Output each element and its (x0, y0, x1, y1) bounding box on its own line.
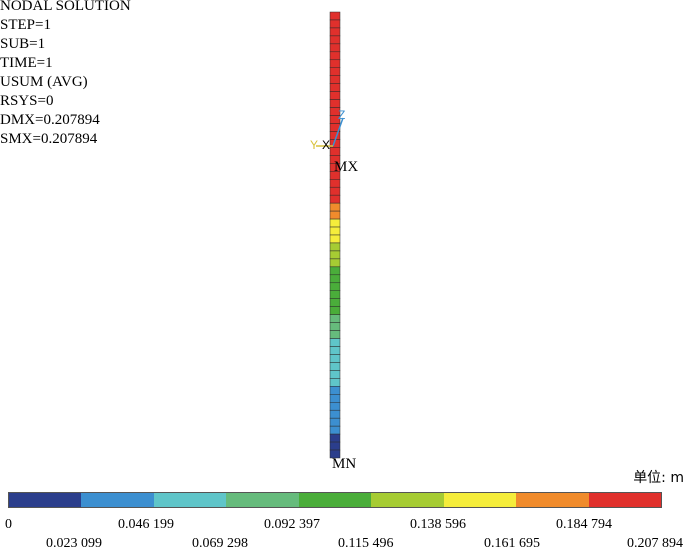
beam-element (329, 314, 341, 323)
legend-swatch-6 (371, 493, 444, 507)
legend-tick-bottom-5: 0.207 894 (627, 536, 683, 551)
beam-element (329, 51, 341, 61)
triad-y-label: Y (310, 138, 318, 152)
legend-swatch-3 (153, 493, 227, 507)
legend-tick-bottom-4: 0.161 695 (484, 536, 540, 551)
triad-x-label: X (322, 138, 330, 152)
legend-swatch-4 (226, 493, 299, 507)
legend-swatch-1 (9, 493, 82, 507)
unit-label: 单位: m (633, 470, 684, 486)
legend-swatch-2 (81, 493, 154, 507)
beam-element (329, 378, 341, 387)
beam-element (329, 75, 341, 84)
beam-element (329, 290, 341, 299)
legend-tick-top-1: 0 (5, 517, 12, 532)
legend-swatch-5 (298, 493, 372, 507)
beam-element (329, 250, 341, 260)
beam-element (329, 19, 341, 29)
info-smx: SMX=0.207894 (0, 131, 98, 147)
legend-tick-top-4: 0.138 596 (410, 517, 466, 532)
beam-element (329, 274, 341, 284)
beam-element (329, 402, 341, 411)
beam-element (329, 226, 341, 236)
beam-element (329, 322, 341, 331)
beam-element (329, 210, 341, 220)
beam-element (329, 433, 341, 443)
beam-element (329, 394, 341, 403)
beam-element (329, 441, 341, 451)
min-marker-label: MN (332, 456, 357, 472)
beam-element (329, 417, 341, 427)
beam-element (329, 11, 341, 21)
beam-element (329, 147, 341, 156)
legend-swatch-7 (443, 493, 517, 507)
legend-swatch-9 (588, 493, 661, 507)
legend-swatch-8 (516, 493, 589, 507)
beam-element (329, 218, 341, 228)
beam-element (329, 91, 341, 100)
legend-tick-top-5: 0.184 794 (556, 517, 612, 532)
solution-info: NODAL SOLUTION STEP=1 SUB=1 TIME=1 USUM … (0, 0, 131, 149)
beam-element (329, 354, 341, 363)
beam-element (329, 194, 341, 204)
info-step: STEP=1 (0, 17, 51, 33)
legend-tick-bottom-3: 0.115 496 (338, 536, 394, 551)
beam-element (329, 298, 341, 307)
legend-tick-bottom-2: 0.069 298 (192, 536, 248, 551)
beam-element (329, 338, 341, 347)
beam-element (329, 59, 341, 68)
beam-element (329, 362, 341, 371)
beam-element (329, 83, 341, 92)
beam-element (329, 67, 341, 76)
info-rsys: RSYS=0 (0, 93, 54, 109)
beam-element (329, 409, 341, 419)
info-dmx: DMX=0.207894 (0, 112, 100, 128)
beam-element (329, 179, 341, 188)
beam-element (329, 186, 341, 196)
axis-triad: Z Y X (310, 108, 345, 152)
legend-tick-bottom-1: 0.023 099 (46, 536, 102, 551)
info-title: NODAL SOLUTION (0, 0, 131, 14)
beam-element (329, 306, 341, 315)
beam-element (329, 234, 341, 244)
triad-z-label: Z (338, 108, 345, 122)
beam-element (329, 386, 341, 395)
beam-element (329, 35, 341, 45)
beam-element (329, 242, 341, 252)
max-marker-label: MX (334, 159, 359, 175)
beam-element (329, 266, 341, 276)
beam-element (329, 425, 341, 435)
beam-contour-plot: Z Y X (310, 11, 345, 459)
beam-element (329, 449, 341, 459)
legend-tick-top-3: 0.092 397 (264, 517, 320, 532)
beam-element (329, 258, 341, 268)
beam-element (329, 202, 341, 212)
beam-element (329, 370, 341, 379)
legend-tick-top-2: 0.046 199 (118, 517, 174, 532)
beam-element (329, 282, 341, 291)
info-result: USUM (AVG) (0, 74, 88, 90)
info-sub: SUB=1 (0, 36, 46, 52)
color-legend (8, 492, 662, 508)
beam-element (329, 27, 341, 37)
beam-element (329, 346, 341, 355)
beam-element (329, 330, 341, 339)
beam-element (329, 99, 341, 108)
beam-element (329, 43, 341, 53)
info-time: TIME=1 (0, 55, 53, 71)
